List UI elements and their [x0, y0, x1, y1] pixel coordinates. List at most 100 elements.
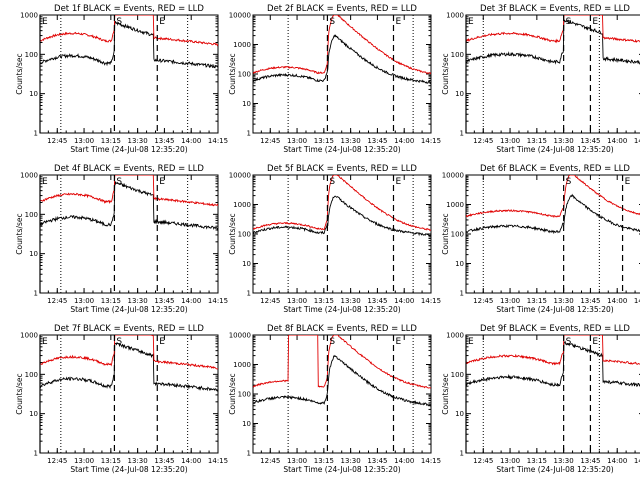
y-tick-label: 100	[238, 391, 251, 399]
y-tick-label: 1000	[233, 201, 251, 209]
series-events-line	[253, 34, 431, 85]
x-tick-label: 13:45	[154, 297, 174, 305]
y-tick-label: 1	[460, 290, 464, 298]
panel-det-4: Det 4f BLACK = Events, RED = LLD 1 10 100 10…	[15, 164, 228, 314]
panel-det-7: Det 7f BLACK = Events, RED = LLD 1 10 100 10…	[15, 324, 228, 474]
y-tick-label: 1	[460, 450, 464, 458]
marker-label-S: S	[566, 337, 572, 347]
marker-label-E: E	[42, 337, 48, 347]
series-lld-line	[40, 175, 218, 207]
x-tick-label: 12:45	[473, 137, 493, 145]
series-events-line	[466, 19, 640, 65]
marker-label-E: E	[42, 17, 48, 27]
x-tick-label: 12:45	[260, 297, 280, 305]
series-events-line	[253, 195, 431, 237]
marker-label-E: E	[159, 177, 165, 187]
x-tick-label: 14:00	[394, 137, 414, 145]
x-tick-label: 14:15	[634, 137, 640, 145]
plot-frame	[465, 334, 640, 454]
y-tick-label: 10	[455, 410, 464, 418]
x-tick-label: 13:00	[287, 297, 307, 305]
marker-label-E: E	[468, 337, 474, 347]
y-tick-label: 1000	[233, 361, 251, 369]
y-tick-label: 100	[451, 371, 464, 379]
y-tick-label: 10	[455, 260, 464, 268]
x-tick-label: 13:45	[580, 137, 600, 145]
y-tick-label: 1	[34, 290, 38, 298]
series-events-line	[466, 193, 640, 235]
y-tick-label: 100	[238, 231, 251, 239]
x-tick-label: 12:45	[473, 297, 493, 305]
x-tick-label: 14:15	[208, 137, 228, 145]
x-tick-label: 14:00	[181, 297, 201, 305]
y-tick-label: 1000	[20, 12, 38, 20]
x-tick-label: 13:30	[341, 457, 361, 465]
y-tick-label: 10	[29, 410, 38, 418]
panel-title: Det 3f BLACK = Events, RED = LLD	[480, 4, 630, 14]
x-tick-label: 13:45	[580, 457, 600, 465]
y-tick-label: 10	[29, 90, 38, 98]
plot-frame	[39, 174, 219, 294]
x-tick-label: 12:45	[260, 137, 280, 145]
y-axis-label: Counts/sec	[441, 53, 450, 94]
x-tick-label: 12:45	[473, 457, 493, 465]
x-tick-label: 13:15	[314, 297, 334, 305]
x-tick-label: 13:30	[341, 297, 361, 305]
x-tick-label: 14:00	[607, 457, 627, 465]
y-tick-label: 1000	[233, 41, 251, 49]
x-tick-label: 13:15	[527, 297, 547, 305]
series-lld-line	[253, 335, 431, 389]
x-tick-label: 13:00	[500, 297, 520, 305]
x-tick-label: 14:15	[634, 457, 640, 465]
plot-frame	[252, 334, 432, 454]
x-tick-label: 13:15	[314, 457, 334, 465]
panel-title: Det 6f BLACK = Events, RED = LLD	[480, 164, 630, 174]
x-tick-label: 13:30	[554, 457, 574, 465]
x-axis-label: Start Time (24-Jul-08 12:35:20)	[496, 465, 613, 474]
marker-label-S: S	[116, 337, 122, 347]
y-axis-label: Counts/sec	[15, 213, 24, 254]
x-axis-label: Start Time (24-Jul-08 12:35:20)	[70, 145, 187, 154]
marker-label-E: E	[592, 337, 598, 347]
y-tick-label: 1	[34, 450, 38, 458]
x-tick-label: 14:15	[208, 297, 228, 305]
x-tick-label: 13:15	[101, 297, 121, 305]
x-axis-label: Start Time (24-Jul-08 12:35:20)	[70, 465, 187, 474]
x-tick-label: 13:15	[101, 457, 121, 465]
x-tick-label: 14:00	[607, 297, 627, 305]
panel-title: Det 2f BLACK = Events, RED = LLD	[267, 4, 417, 14]
panel-det-1: Det 1f BLACK = Events, RED = LLD 1 10 100 10…	[15, 4, 228, 154]
y-axis-label: Counts/sec	[228, 213, 237, 254]
x-tick-label: 13:00	[74, 137, 94, 145]
x-tick-label: 14:15	[421, 137, 441, 145]
x-tick-label: 13:45	[367, 457, 387, 465]
y-tick-label: 100	[25, 371, 38, 379]
y-tick-label: 1000	[446, 12, 464, 20]
marker-label-S: S	[329, 177, 335, 187]
y-tick-label: 100	[451, 51, 464, 59]
marker-label-E: E	[395, 177, 401, 187]
x-tick-label: 14:00	[394, 457, 414, 465]
y-tick-label: 1000	[446, 201, 464, 209]
marker-label-E: E	[42, 177, 48, 187]
x-tick-label: 13:00	[287, 457, 307, 465]
x-tick-label: 14:15	[421, 297, 441, 305]
x-tick-label: 13:30	[554, 297, 574, 305]
y-tick-label: 10	[242, 100, 251, 108]
x-axis-label: Start Time (24-Jul-08 12:35:20)	[283, 145, 400, 154]
x-tick-label: 13:45	[367, 137, 387, 145]
panel-title: Det 4f BLACK = Events, RED = LLD	[54, 164, 204, 174]
series-lld-line	[253, 175, 431, 232]
series-lld-line	[40, 335, 218, 370]
y-tick-label: 1	[247, 450, 251, 458]
y-axis-label: Counts/sec	[441, 373, 450, 414]
series-lld-line	[253, 15, 431, 75]
panel-title: Det 8f BLACK = Events, RED = LLD	[267, 324, 417, 334]
x-tick-label: 13:15	[527, 457, 547, 465]
y-axis-label: Counts/sec	[15, 53, 24, 94]
x-tick-label: 13:45	[154, 137, 174, 145]
y-axis-label: Counts/sec	[228, 373, 237, 414]
panel-title: Det 9f BLACK = Events, RED = LLD	[480, 324, 630, 334]
marker-label-S: S	[116, 177, 122, 187]
